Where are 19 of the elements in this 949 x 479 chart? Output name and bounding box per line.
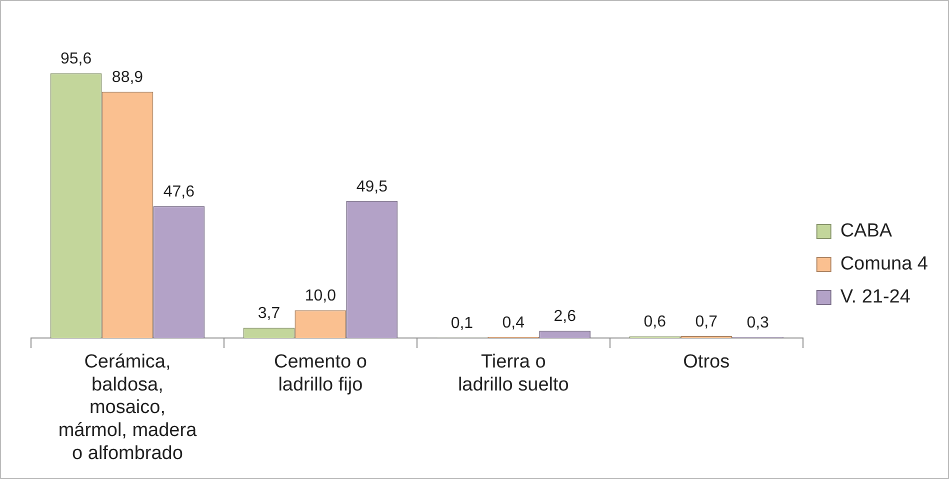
data-label: 0,7 (695, 313, 718, 330)
x-tick-label: Cerámica, baldosa, mosaico, mármol, madera o alfombrado (58, 352, 198, 464)
x-tick-label: Otros (683, 352, 730, 373)
data-label: 2,6 (554, 308, 576, 326)
data-label: 0,4 (502, 314, 525, 332)
legend-label: CABA (840, 220, 892, 242)
data-label: 47,6 (163, 184, 195, 201)
data-label: 0,1 (450, 315, 474, 332)
x-tick-label: Tierra o ladrillo suelto (458, 352, 569, 396)
data-label: 3,7 (258, 305, 280, 322)
x-tick-label: Cemento o ladrillo fijo (274, 352, 367, 396)
data-label: 0,3 (746, 314, 770, 332)
data-label: 49,5 (356, 178, 388, 196)
legend-label: Comuna 4 (840, 254, 928, 275)
data-label: 0,6 (644, 314, 666, 331)
data-label: 88,9 (112, 69, 144, 86)
data-label: 95,6 (60, 50, 92, 68)
legend-label: V. 21-24 (840, 286, 911, 308)
data-label: 10,0 (304, 288, 336, 305)
